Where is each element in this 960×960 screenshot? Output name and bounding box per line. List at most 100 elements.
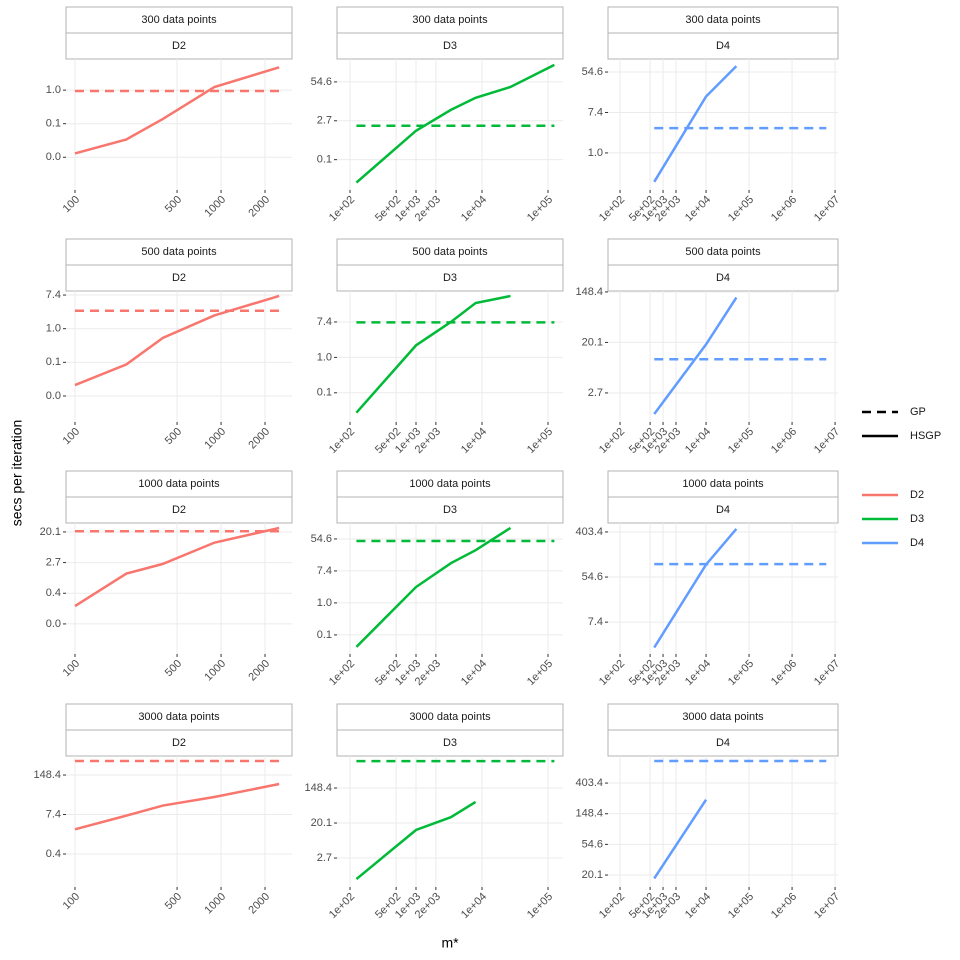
y-tick-label: 148.4 (304, 782, 332, 794)
y-tick-label: 2.7 (317, 115, 332, 127)
strip (607, 470, 839, 498)
y-tick-label: 1.0 (317, 597, 332, 609)
strip-label: 1000 data points (138, 478, 220, 490)
y-tick-label: 7.4 (317, 316, 332, 328)
strip (336, 729, 564, 757)
strip (607, 729, 839, 757)
panel-background (608, 291, 838, 422)
strip (607, 238, 839, 266)
strip-label: 1000 data points (409, 478, 491, 490)
legend-label: D3 (910, 513, 924, 525)
y-tick-label: 148.4 (33, 769, 61, 781)
y-tick-label: 0.0 (46, 618, 61, 630)
legend-label: D4 (910, 537, 924, 549)
y-tick-label: 0.4 (46, 587, 61, 599)
strip (65, 264, 293, 292)
y-tick-label: 7.4 (46, 808, 61, 820)
y-tick-label: 0.1 (317, 387, 332, 399)
series-line (355, 294, 511, 414)
y-tick-label: 1.0 (317, 351, 332, 363)
series-line (74, 66, 280, 155)
y-tick-label: 1.0 (46, 84, 61, 96)
strip-label: D3 (443, 737, 457, 749)
strip (65, 238, 293, 266)
legend-label: D2 (910, 489, 924, 501)
y-tick-label: 7.4 (317, 565, 332, 577)
strip-label: D4 (716, 272, 730, 284)
series-line (653, 528, 738, 649)
panel-background (337, 291, 563, 422)
y-tick-label: 20.1 (40, 526, 61, 538)
strip (336, 238, 564, 266)
series-line (74, 294, 280, 387)
series-line (653, 296, 738, 415)
strip-label: D2 (172, 272, 186, 284)
strip-label: 3000 data points (682, 711, 764, 723)
strip-label: D4 (716, 504, 730, 516)
y-tick-label: 0.0 (46, 151, 61, 163)
strip-label: 300 data points (412, 14, 488, 26)
legend-label: HSGP (910, 430, 941, 442)
strip (607, 32, 839, 60)
series-line (355, 63, 555, 184)
strip-label: 1000 data points (682, 478, 764, 490)
strip (336, 264, 564, 292)
strip-label: D3 (443, 40, 457, 52)
y-tick-label: 1.0 (46, 323, 61, 335)
y-tick-label: 2.7 (46, 557, 61, 569)
strip-label: D3 (443, 272, 457, 284)
series-line (653, 65, 738, 183)
y-tick-label: 54.6 (582, 66, 603, 78)
strip (336, 32, 564, 60)
series-line (74, 782, 280, 831)
y-tick-label: 54.6 (582, 571, 603, 583)
y-tick-label: 1.0 (588, 147, 603, 159)
y-tick-label: 20.1 (311, 817, 332, 829)
y-tick-label: 148.4 (575, 286, 603, 298)
strip-label: 300 data points (685, 14, 761, 26)
y-axis-title: secs per iteration (9, 420, 25, 527)
y-tick-label: 7.4 (46, 289, 61, 301)
series-line (653, 798, 708, 880)
strip-label: D3 (443, 504, 457, 516)
y-tick-label: 54.6 (311, 76, 332, 88)
strip (336, 703, 564, 731)
strip (65, 496, 293, 524)
strip (336, 6, 564, 34)
strip-label: D2 (172, 40, 186, 52)
strip-label: 500 data points (685, 246, 761, 258)
strip (607, 6, 839, 34)
y-tick-label: 7.4 (588, 106, 603, 118)
series-line (355, 526, 512, 648)
panel-background (608, 523, 838, 654)
y-tick-label: 54.6 (311, 533, 332, 545)
y-tick-label: 20.1 (582, 869, 603, 881)
series-line (355, 800, 477, 880)
panel-background (337, 523, 563, 654)
strip (65, 470, 293, 498)
strip (65, 703, 293, 731)
strip-label: D2 (172, 737, 186, 749)
legend-label: GP (910, 406, 926, 418)
strip-label: 500 data points (141, 246, 217, 258)
strip-label: 300 data points (141, 14, 217, 26)
strip-label: D2 (172, 504, 186, 516)
y-tick-label: 403.4 (575, 526, 603, 538)
y-tick-label: 0.0 (46, 390, 61, 402)
y-tick-label: 403.4 (575, 777, 603, 789)
strip-label: 3000 data points (409, 711, 491, 723)
strip (65, 729, 293, 757)
panel-background (608, 756, 838, 887)
y-tick-label: 0.1 (317, 154, 332, 166)
strip-label: D4 (716, 737, 730, 749)
strip (607, 264, 839, 292)
series-line (74, 526, 280, 608)
strip (65, 6, 293, 34)
y-tick-label: 7.4 (588, 616, 603, 628)
panel-background (66, 59, 292, 190)
y-tick-label: 148.4 (575, 808, 603, 820)
y-tick-label: 0.1 (46, 118, 61, 130)
strip (607, 496, 839, 524)
y-tick-label: 20.1 (582, 336, 603, 348)
